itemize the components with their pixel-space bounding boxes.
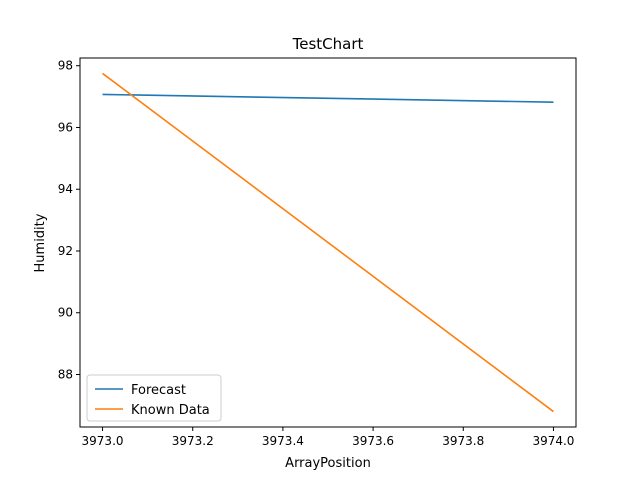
y-tick-label: 92 [58,244,73,258]
x-tick-label: 3973.8 [442,434,484,448]
plot-frame [79,57,577,428]
legend-label: Forecast [131,383,186,398]
chart-title: TestChart [292,35,364,53]
x-axis-label: ArrayPosition [285,456,371,471]
y-tick-label: 88 [58,368,73,382]
x-tick-label: 3973.6 [352,434,394,448]
y-tick-label: 96 [58,120,73,134]
x-tick-label: 3973.4 [262,434,304,448]
series-line-known-data [102,72,554,413]
y-axis: 88 90 92 94 96 98 [58,59,80,382]
y-axis-label: Humidity [33,213,48,272]
y-tick-label: 98 [58,59,73,73]
x-tick-label: 3973.2 [172,434,214,448]
x-tick-label: 3974.0 [532,434,574,448]
y-tick-label: 94 [58,182,73,196]
legend-label: Known Data [131,403,210,418]
y-tick-label: 90 [58,306,73,320]
legend: Forecast Known Data [86,374,222,422]
plot-area [102,72,554,413]
series-line-forecast [102,93,554,103]
x-tick-label: 3973.0 [82,434,124,448]
x-axis: 3973.0 3973.2 3973.4 3973.6 3973.8 3974.0 [82,427,574,448]
